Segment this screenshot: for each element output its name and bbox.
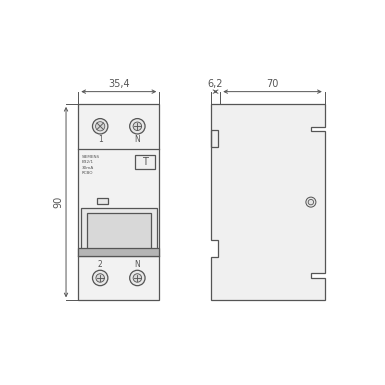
Circle shape <box>130 270 145 286</box>
Circle shape <box>92 119 108 134</box>
Text: 35,4: 35,4 <box>108 79 130 89</box>
Text: 70: 70 <box>266 79 279 89</box>
Bar <box>87 213 151 249</box>
Text: N: N <box>134 135 140 144</box>
Circle shape <box>96 274 104 282</box>
Bar <box>136 155 155 169</box>
Text: RCBO: RCBO <box>82 171 93 175</box>
Text: 90: 90 <box>53 196 63 208</box>
Circle shape <box>130 119 145 134</box>
Text: 6,2: 6,2 <box>208 79 223 89</box>
Polygon shape <box>211 104 325 300</box>
Text: T: T <box>142 157 148 167</box>
Circle shape <box>92 270 108 286</box>
Circle shape <box>95 122 105 131</box>
Text: 30mA: 30mA <box>82 166 94 169</box>
Circle shape <box>306 197 316 207</box>
Bar <box>81 208 157 253</box>
Circle shape <box>133 274 142 282</box>
Text: B32/1: B32/1 <box>82 160 94 164</box>
Text: 1: 1 <box>98 135 102 144</box>
Text: 2: 2 <box>98 260 102 269</box>
Bar <box>79 248 159 256</box>
Text: N: N <box>134 260 140 269</box>
Circle shape <box>133 122 142 131</box>
Bar <box>79 104 159 300</box>
Bar <box>97 198 109 204</box>
Text: SIEMENS: SIEMENS <box>82 155 100 159</box>
